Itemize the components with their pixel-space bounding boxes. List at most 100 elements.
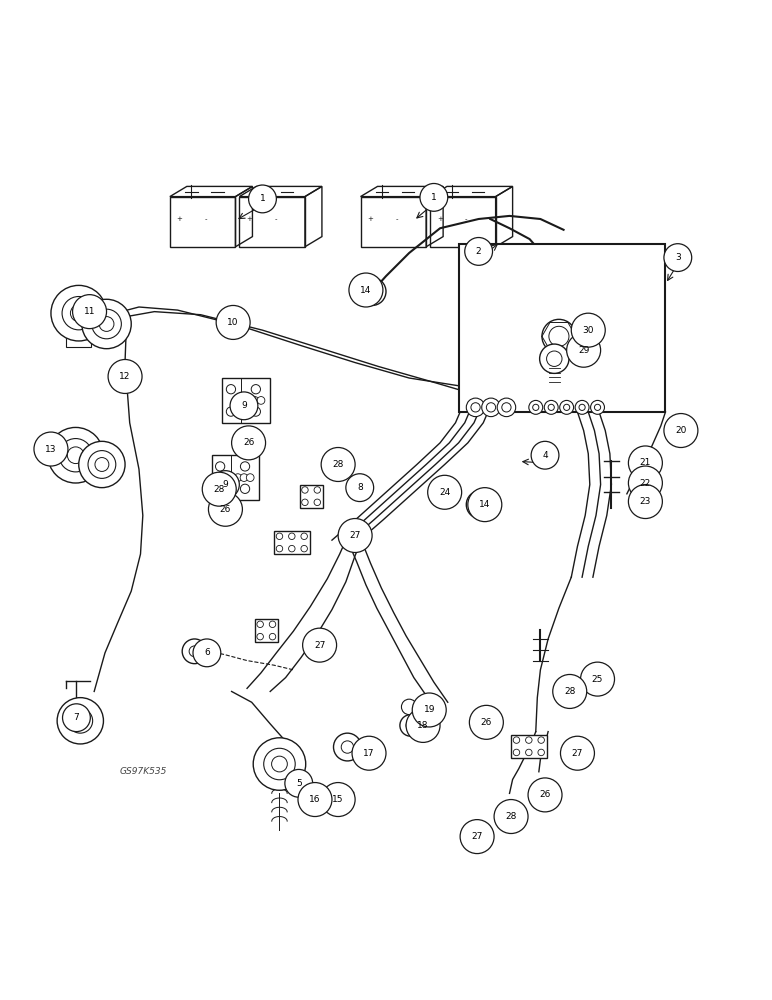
Text: 3: 3: [675, 253, 681, 262]
Circle shape: [208, 492, 242, 526]
Circle shape: [497, 398, 516, 417]
Circle shape: [251, 407, 260, 416]
Text: 18: 18: [418, 721, 428, 730]
Circle shape: [466, 491, 494, 519]
Circle shape: [215, 484, 225, 493]
Text: 5: 5: [296, 779, 302, 788]
Circle shape: [526, 749, 532, 756]
Circle shape: [486, 403, 496, 412]
Bar: [511, 735, 547, 758]
Circle shape: [212, 471, 239, 498]
Circle shape: [428, 475, 462, 509]
Text: 15: 15: [333, 795, 344, 804]
Circle shape: [334, 733, 361, 761]
Text: 6: 6: [204, 648, 210, 657]
Text: 16: 16: [310, 795, 320, 804]
Circle shape: [301, 533, 307, 540]
Text: 29: 29: [578, 346, 589, 355]
Circle shape: [298, 783, 332, 817]
Bar: [255, 619, 278, 642]
Text: 27: 27: [350, 531, 361, 540]
Circle shape: [68, 708, 93, 733]
Circle shape: [59, 439, 93, 472]
Circle shape: [302, 499, 308, 506]
Text: -: -: [465, 216, 467, 222]
Circle shape: [420, 183, 448, 211]
Text: -: -: [274, 216, 276, 222]
Circle shape: [34, 432, 68, 466]
Circle shape: [544, 400, 558, 414]
Bar: [212, 455, 259, 500]
Circle shape: [193, 639, 221, 667]
Circle shape: [575, 400, 589, 414]
Text: 26: 26: [540, 790, 550, 799]
Text: 9: 9: [222, 480, 229, 489]
Circle shape: [346, 474, 374, 502]
Circle shape: [321, 448, 355, 481]
Text: -: -: [395, 216, 398, 222]
Circle shape: [67, 447, 84, 464]
Text: 13: 13: [46, 445, 56, 454]
Circle shape: [581, 662, 615, 696]
Circle shape: [412, 693, 446, 727]
Circle shape: [303, 628, 337, 662]
Text: 20: 20: [676, 426, 686, 435]
Circle shape: [226, 385, 235, 394]
Circle shape: [469, 705, 503, 739]
Circle shape: [230, 392, 258, 420]
Circle shape: [276, 533, 283, 540]
Circle shape: [314, 487, 320, 493]
Text: 21: 21: [640, 458, 651, 467]
Circle shape: [591, 400, 604, 414]
Circle shape: [182, 639, 207, 664]
Circle shape: [245, 397, 252, 404]
Circle shape: [567, 333, 601, 367]
Bar: [222, 378, 270, 423]
Circle shape: [358, 278, 386, 305]
Circle shape: [240, 462, 249, 471]
Circle shape: [401, 699, 417, 715]
Text: 28: 28: [564, 687, 575, 696]
Circle shape: [253, 738, 306, 790]
Circle shape: [533, 404, 539, 410]
Text: 28: 28: [333, 460, 344, 469]
Circle shape: [99, 317, 114, 331]
Text: 24: 24: [439, 488, 450, 497]
Circle shape: [264, 748, 295, 780]
Text: 8: 8: [357, 483, 363, 492]
Circle shape: [251, 397, 259, 404]
Circle shape: [302, 487, 308, 493]
Text: 26: 26: [243, 438, 254, 447]
Circle shape: [289, 545, 295, 552]
Circle shape: [526, 737, 532, 743]
Text: 9: 9: [241, 401, 247, 410]
Circle shape: [571, 313, 605, 347]
Circle shape: [289, 533, 295, 540]
Circle shape: [465, 238, 493, 265]
Circle shape: [531, 441, 559, 469]
Text: +: +: [246, 216, 252, 222]
Circle shape: [234, 474, 242, 481]
Circle shape: [215, 462, 225, 471]
Circle shape: [51, 285, 107, 341]
Circle shape: [70, 305, 87, 322]
Circle shape: [553, 674, 587, 708]
Circle shape: [513, 737, 520, 743]
Text: 2: 2: [476, 247, 482, 256]
Text: 14: 14: [361, 286, 371, 295]
Circle shape: [240, 484, 249, 493]
Circle shape: [257, 621, 263, 628]
Text: 28: 28: [506, 812, 516, 821]
Bar: [459, 244, 665, 412]
Circle shape: [226, 407, 235, 416]
Circle shape: [406, 721, 415, 730]
Circle shape: [349, 273, 383, 307]
Circle shape: [62, 297, 96, 330]
Circle shape: [594, 404, 601, 410]
Circle shape: [82, 299, 131, 349]
Text: 23: 23: [640, 497, 651, 506]
Circle shape: [502, 403, 511, 412]
Text: 1: 1: [259, 194, 266, 203]
Circle shape: [400, 715, 422, 736]
Circle shape: [471, 403, 480, 412]
